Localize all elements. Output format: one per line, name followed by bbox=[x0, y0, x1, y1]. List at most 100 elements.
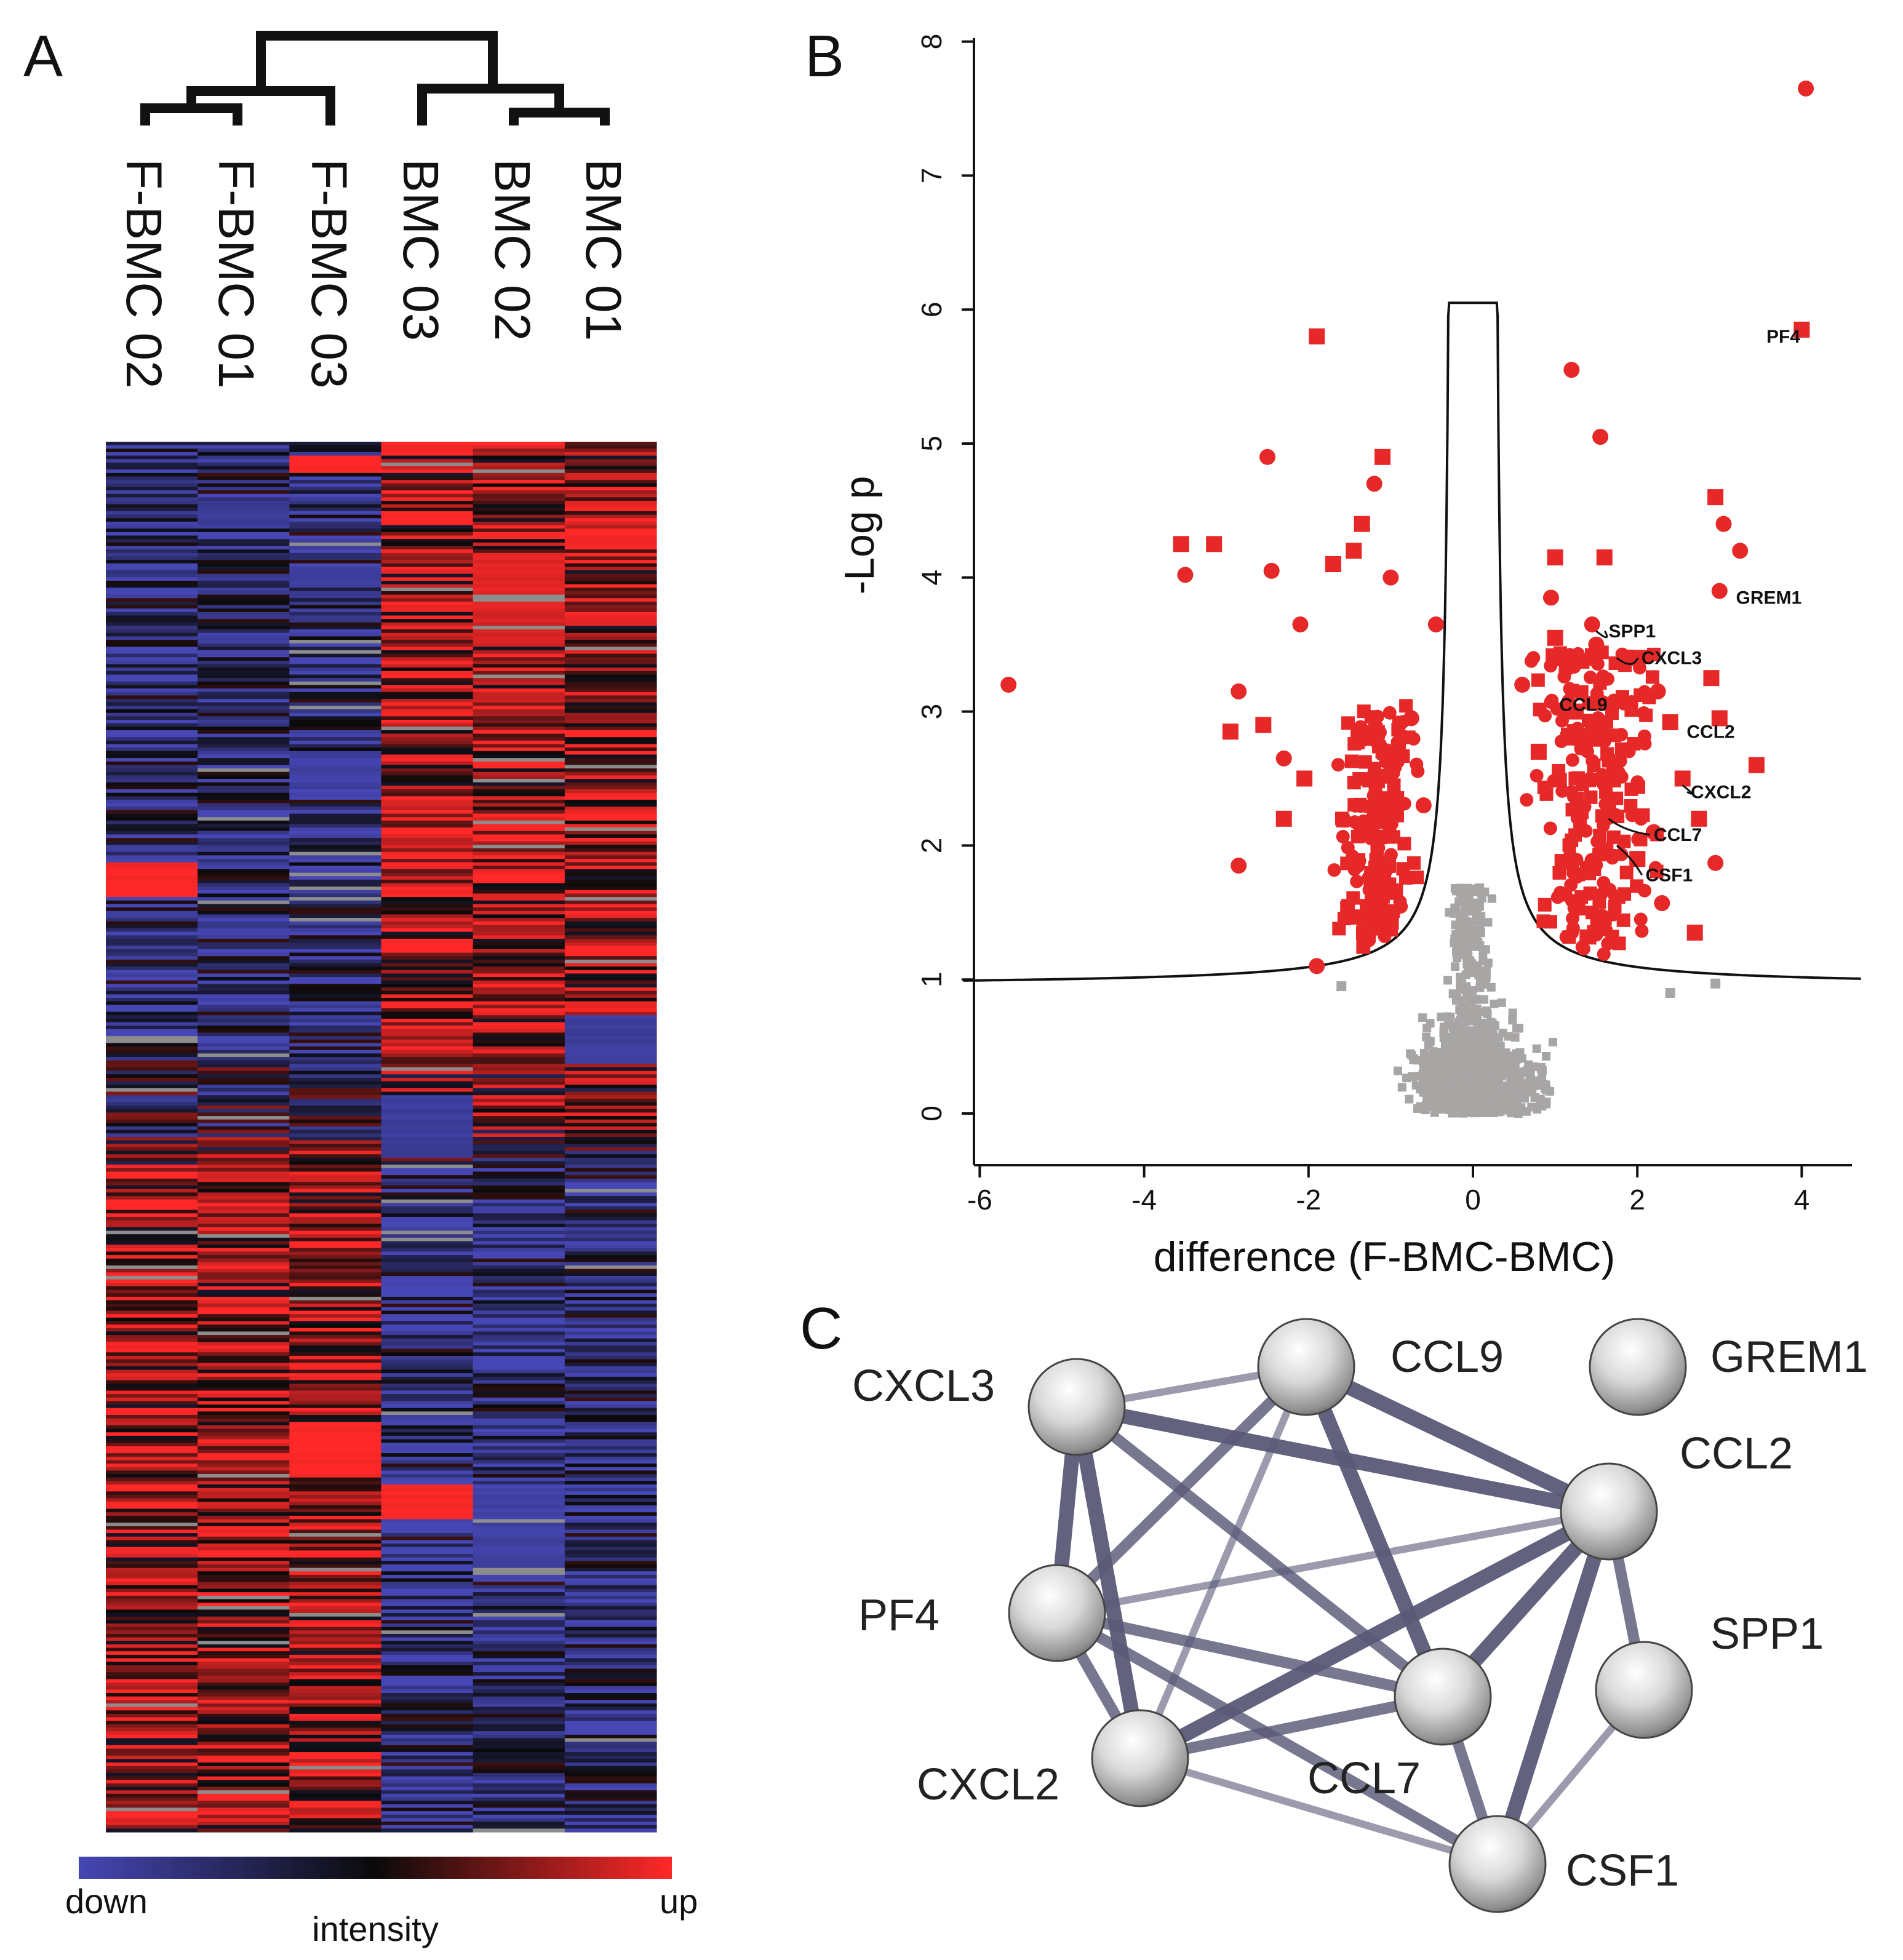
heatmap-cell bbox=[381, 1230, 474, 1235]
heatmap-cell bbox=[473, 1102, 565, 1106]
heatmap-cell bbox=[197, 866, 290, 870]
heatmap-cell bbox=[564, 831, 657, 835]
heatmap-cell bbox=[473, 442, 565, 446]
heatmap-cell bbox=[564, 1185, 657, 1190]
heatmap-cell bbox=[564, 1348, 657, 1353]
heatmap-cell bbox=[197, 1328, 290, 1332]
heatmap-cell bbox=[197, 1769, 290, 1774]
heatmap-cell bbox=[197, 688, 290, 693]
heatmap-cell bbox=[289, 1508, 382, 1513]
heatmap-cell bbox=[106, 723, 198, 727]
heatmap-cell bbox=[197, 619, 290, 623]
heatmap-cell bbox=[289, 581, 382, 585]
heatmap-cell bbox=[289, 1515, 382, 1520]
heatmap-cell bbox=[473, 1262, 565, 1266]
significant-point bbox=[1565, 683, 1579, 698]
heatmap-cell bbox=[564, 1568, 657, 1572]
heatmap-cell bbox=[197, 1105, 290, 1110]
network-node-label: CSF1 bbox=[1566, 1846, 1679, 1895]
heatmap-cell bbox=[106, 1234, 198, 1238]
heatmap-cell bbox=[564, 1603, 657, 1607]
heatmap-cell bbox=[106, 1331, 198, 1336]
heatmap-cell bbox=[473, 876, 565, 880]
heatmap-cell bbox=[564, 1161, 657, 1165]
heatmap-cell bbox=[197, 966, 290, 971]
heatmap-cell bbox=[381, 619, 474, 623]
heatmap-cell bbox=[473, 990, 565, 995]
colorbar-up-label: up bbox=[660, 1882, 698, 1921]
heatmap-cell bbox=[106, 1321, 198, 1325]
nonsignificant-point bbox=[1492, 1090, 1501, 1099]
heatmap-cell bbox=[473, 1550, 565, 1555]
heatmap-cell bbox=[564, 1043, 657, 1047]
heatmap-cell bbox=[381, 723, 474, 727]
heatmap-cell bbox=[473, 1220, 565, 1224]
heatmap-cell bbox=[381, 931, 474, 936]
heatmap-cell bbox=[106, 1787, 198, 1791]
nonsignificant-point bbox=[1665, 987, 1675, 998]
heatmap-cell bbox=[564, 1241, 657, 1245]
heatmap-cell bbox=[381, 1536, 474, 1540]
heatmap-cell bbox=[289, 1237, 382, 1242]
significant-point bbox=[1374, 768, 1388, 783]
heatmap-cell bbox=[197, 1192, 290, 1197]
heatmap-cell bbox=[106, 720, 198, 724]
heatmap-cell bbox=[197, 542, 290, 547]
nonsignificant-point bbox=[1490, 999, 1499, 1008]
heatmap-cell bbox=[564, 1196, 657, 1200]
heatmap-cell bbox=[106, 886, 198, 891]
heatmap-cell bbox=[289, 1679, 382, 1683]
heatmap-cell bbox=[106, 771, 198, 776]
significant-point bbox=[1602, 754, 1616, 768]
heatmap-cell bbox=[381, 681, 474, 686]
heatmap-cell bbox=[289, 664, 382, 668]
heatmap-cell bbox=[106, 1491, 198, 1496]
heatmap-cell bbox=[289, 1533, 382, 1537]
heatmap-cell bbox=[473, 1453, 565, 1457]
heatmap-cell bbox=[106, 1307, 198, 1312]
heatmap-cell bbox=[289, 1286, 382, 1291]
heatmap-cell bbox=[289, 567, 382, 571]
heatmap-cell bbox=[381, 1557, 474, 1561]
heatmap-cell bbox=[564, 747, 657, 752]
network-node-label: CCL2 bbox=[1680, 1429, 1793, 1478]
heatmap-cell bbox=[197, 1255, 290, 1259]
heatmap-cell bbox=[564, 973, 657, 978]
network-edge bbox=[1073, 1402, 1446, 1702]
heatmap-cell bbox=[564, 691, 657, 696]
heatmap-cell bbox=[473, 1467, 565, 1471]
heatmap-cell bbox=[564, 1772, 657, 1777]
heatmap-cell bbox=[473, 869, 565, 874]
heatmap-cell bbox=[197, 952, 290, 957]
heatmap-cell bbox=[473, 1536, 565, 1540]
heatmap-cell bbox=[473, 897, 565, 901]
heatmap-cell bbox=[473, 1304, 565, 1308]
heatmap-cell bbox=[106, 525, 198, 529]
heatmap-cell bbox=[473, 594, 565, 599]
nonsignificant-point bbox=[1462, 988, 1471, 997]
heatmap-cell bbox=[197, 1345, 290, 1350]
heatmap-cell bbox=[106, 1818, 198, 1822]
heatmap-cell bbox=[289, 674, 382, 679]
heatmap-cell bbox=[106, 1359, 198, 1363]
heatmap-cell bbox=[106, 1366, 198, 1371]
heatmap-cell bbox=[473, 1328, 565, 1332]
heatmap-cell bbox=[197, 1043, 290, 1047]
heatmap-cell bbox=[564, 1804, 657, 1809]
heatmap-cell bbox=[106, 497, 198, 501]
heatmap-cell bbox=[197, 1165, 290, 1169]
heatmap-cell bbox=[106, 1748, 198, 1753]
heatmap-cell bbox=[289, 1578, 382, 1582]
significant-point bbox=[1611, 810, 1625, 824]
heatmap-cell bbox=[564, 963, 657, 967]
heatmap-cell bbox=[473, 1015, 565, 1019]
heatmap-cell bbox=[289, 1689, 382, 1694]
heatmap-cell bbox=[564, 1801, 657, 1805]
heatmap-cell bbox=[473, 462, 565, 467]
nonsignificant-point bbox=[1518, 1080, 1527, 1090]
heatmap-cell bbox=[197, 1342, 290, 1346]
heatmap-cell bbox=[289, 1067, 382, 1072]
heatmap-cell bbox=[473, 1721, 565, 1725]
heatmap-cell bbox=[381, 810, 474, 815]
heatmap-cell bbox=[564, 647, 657, 651]
